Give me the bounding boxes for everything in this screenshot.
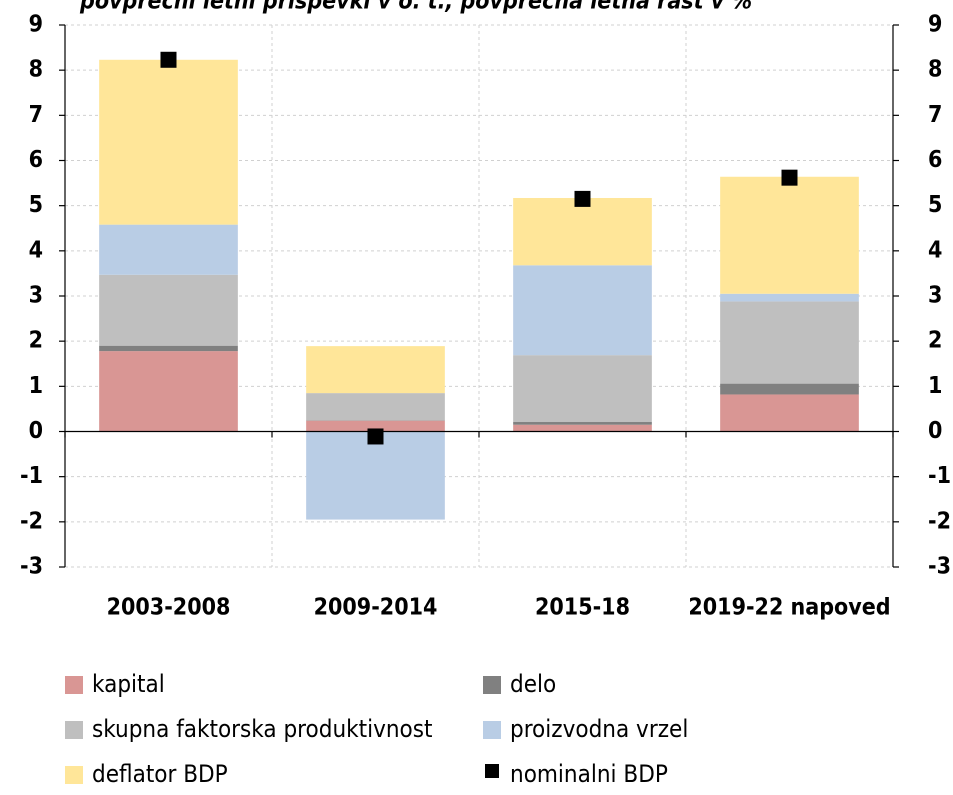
bar-segment <box>306 393 445 421</box>
bar-segment <box>720 293 859 302</box>
marker <box>160 51 177 68</box>
bar-segment <box>99 59 238 225</box>
bar-segment <box>306 346 445 394</box>
y2-tick-label: 2 <box>928 328 942 354</box>
legend-swatch <box>65 766 83 784</box>
y-tick-label: 7 <box>29 102 43 128</box>
marker <box>574 190 591 207</box>
legend-label: skupna faktorska produktivnost <box>92 715 432 743</box>
bar-segment <box>99 345 238 352</box>
bar-segment <box>720 176 859 294</box>
x-tick-label: 2019-22 napoved <box>688 595 890 621</box>
y-tick-label: -3 <box>20 554 43 580</box>
legend-swatch <box>485 764 499 778</box>
legend-swatch <box>483 676 501 694</box>
legend-label: delo <box>510 670 556 698</box>
y-tick-label: 8 <box>29 57 43 83</box>
y-tick-label: 6 <box>29 147 43 173</box>
bar-segment <box>99 224 238 275</box>
y2-tick-label: -2 <box>928 508 951 534</box>
bar-segment <box>720 301 859 384</box>
y2-tick-label: 7 <box>928 102 942 128</box>
chart-title: povprečni letni prispevki v o. t., povpr… <box>79 0 752 15</box>
y2-tick-label: 1 <box>928 373 942 399</box>
y-tick-label: 5 <box>29 192 43 218</box>
y2-tick-label: -1 <box>928 463 951 489</box>
bar-segment <box>513 197 652 266</box>
bar-segment <box>513 424 652 432</box>
bar-segment <box>99 274 238 346</box>
y-tick-label: 9 <box>29 12 43 38</box>
legend-label: proizvodna vrzel <box>510 715 688 743</box>
legend-swatch <box>65 676 83 694</box>
legend-label: kapital <box>92 670 165 698</box>
y-tick-label: 4 <box>29 237 43 263</box>
y-tick-label: 2 <box>29 328 43 354</box>
bar-segment <box>513 355 652 423</box>
legend-label: nominalni BDP <box>510 760 668 788</box>
y2-tick-label: 4 <box>928 237 942 263</box>
y-tick-label: -2 <box>20 508 43 534</box>
y2-tick-label: 3 <box>928 283 942 309</box>
legend-label: deflator BDP <box>92 760 228 788</box>
bar-segment <box>306 420 445 432</box>
y2-tick-label: 8 <box>928 57 942 83</box>
y-tick-label: 3 <box>29 283 43 309</box>
bar-segment <box>720 394 859 432</box>
y2-tick-label: -3 <box>928 554 951 580</box>
y-tick-label: -1 <box>20 463 43 489</box>
y2-tick-label: 9 <box>928 12 942 38</box>
bar-segment <box>306 431 445 520</box>
y2-tick-label: 0 <box>928 418 942 444</box>
x-tick-label: 2003-2008 <box>107 595 231 621</box>
marker <box>367 428 384 445</box>
legend-swatch <box>65 721 83 739</box>
marker <box>781 169 798 186</box>
bar-segment <box>99 351 238 432</box>
y-tick-label: 1 <box>29 373 43 399</box>
x-tick-label: 2009-2014 <box>314 595 438 621</box>
legend-swatch <box>483 721 501 739</box>
y2-tick-label: 5 <box>928 192 942 218</box>
bar-segment <box>513 422 652 425</box>
y2-tick-label: 6 <box>928 147 942 173</box>
bar-segment <box>720 383 859 395</box>
bar-segment <box>513 265 652 356</box>
y-tick-label: 0 <box>29 418 43 444</box>
x-tick-label: 2015-18 <box>535 595 630 621</box>
